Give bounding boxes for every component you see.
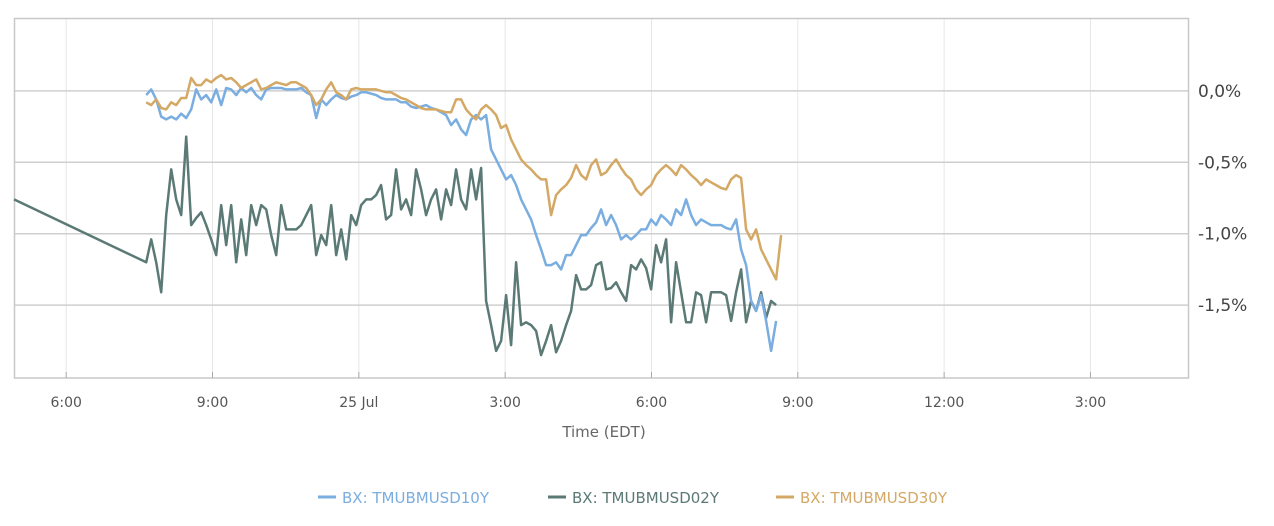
series-line-tmubmusd30y — [145, 73, 783, 281]
legend-label: BX: TMUBMUSD10Y — [342, 489, 490, 507]
y-tick-label: -1,0% — [1198, 225, 1247, 245]
series-lines — [13, 73, 783, 357]
y-tick-label: 0,0% — [1198, 82, 1241, 102]
x-tick-label: 25 Jul — [339, 395, 378, 411]
series-line-tmubmusd02y — [13, 135, 777, 357]
legend-item-tmubmusd30y[interactable]: BX: TMUBMUSD30Y — [776, 489, 948, 507]
legend-item-tmubmusd10y[interactable]: BX: TMUBMUSD10Y — [318, 489, 490, 507]
legend-item-tmubmusd02y[interactable]: BX: TMUBMUSD02Y — [548, 489, 720, 507]
legend: BX: TMUBMUSD10Y BX: TMUBMUSD02Y BX: TMUBMU… — [318, 489, 948, 507]
x-axis-title: Time (EDT) — [561, 423, 645, 441]
legend-label: BX: TMUBMUSD02Y — [572, 489, 720, 507]
series-line-tmubmusd10y — [145, 86, 778, 353]
x-tick-label: 9:00 — [197, 395, 228, 411]
x-tick-label: 6:00 — [636, 395, 667, 411]
y-tick-label: -1,5% — [1198, 296, 1247, 316]
x-tick-label: 3:00 — [1075, 395, 1106, 411]
x-tick-label: 3:00 — [489, 395, 520, 411]
plot-border — [13, 17, 1190, 379]
legend-label: BX: TMUBMUSD30Y — [800, 489, 948, 507]
y-tick-label: -0,5% — [1198, 153, 1247, 173]
x-tick-label: 6:00 — [50, 395, 81, 411]
x-tick-label: 9:00 — [782, 395, 813, 411]
y-axis: 0,0% -0,5% -1,0% -1,5% — [1198, 82, 1247, 316]
x-tick-label: 12:00 — [924, 395, 964, 411]
x-axis: 6:00 9:00 25 Jul 3:00 6:00 9:00 12:00 3:00 — [50, 372, 1106, 411]
